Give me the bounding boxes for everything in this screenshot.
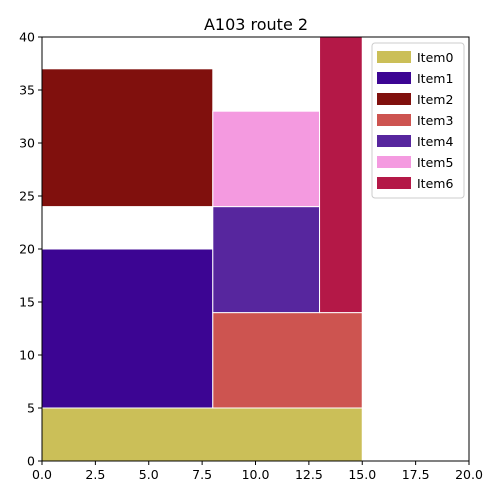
y-tick-label: 25 xyxy=(19,189,35,204)
legend-label-item5: Item5 xyxy=(417,155,453,170)
item-rects xyxy=(41,36,363,462)
x-tick-label: 15.0 xyxy=(348,467,376,482)
item-rect-item6 xyxy=(319,36,363,314)
y-tick-label: 15 xyxy=(19,295,35,310)
legend-label-item0: Item0 xyxy=(417,50,453,65)
legend-label-item6: Item6 xyxy=(417,176,453,191)
legend-label-item1: Item1 xyxy=(417,71,453,86)
legend: Item0 Item1 Item2 Item3 Item4 Item5 Item6 xyxy=(371,42,465,199)
legend-swatch-item5 xyxy=(377,156,411,168)
y-axis: 0 5 10 15 20 25 30 35 40 xyxy=(19,30,42,469)
y-tick-label: 40 xyxy=(19,30,35,45)
chart-title: A103 route 2 xyxy=(204,15,308,34)
x-tick-label: 20.0 xyxy=(455,467,483,482)
y-tick-label: 0 xyxy=(27,454,35,469)
legend-label-item4: Item4 xyxy=(417,134,453,149)
x-tick-label: 17.5 xyxy=(402,467,430,482)
legend-swatch-item1 xyxy=(377,72,411,84)
legend-swatch-item3 xyxy=(377,114,411,126)
y-tick-label: 5 xyxy=(27,401,35,416)
y-tick-label: 35 xyxy=(19,83,35,98)
x-tick-label: 7.5 xyxy=(192,467,212,482)
item-rect-item4 xyxy=(212,206,321,314)
x-tick-label: 5.0 xyxy=(139,467,159,482)
legend-label-item2: Item2 xyxy=(417,92,453,107)
y-tick-label: 30 xyxy=(19,136,35,151)
x-tick-label: 0.0 xyxy=(32,467,52,482)
x-tick-label: 12.5 xyxy=(295,467,323,482)
legend-swatch-item0 xyxy=(377,51,411,63)
item-rect-item0 xyxy=(41,407,363,462)
x-tick-label: 2.5 xyxy=(85,467,105,482)
x-tick-label: 10.0 xyxy=(242,467,270,482)
y-tick-label: 20 xyxy=(19,242,35,257)
legend-swatch-item4 xyxy=(377,135,411,147)
x-axis: 0.0 2.5 5.0 7.5 10.0 12.5 15.0 17.5 20.0 xyxy=(32,461,483,482)
legend-swatch-item6 xyxy=(377,177,411,189)
item-rect-item3 xyxy=(212,312,363,409)
item-rect-item5 xyxy=(212,110,321,208)
item-rect-item2 xyxy=(41,68,214,208)
legend-swatch-item2 xyxy=(377,93,411,105)
y-tick-label: 10 xyxy=(19,348,35,363)
item-rect-item1 xyxy=(41,248,214,409)
legend-label-item3: Item3 xyxy=(417,113,453,128)
